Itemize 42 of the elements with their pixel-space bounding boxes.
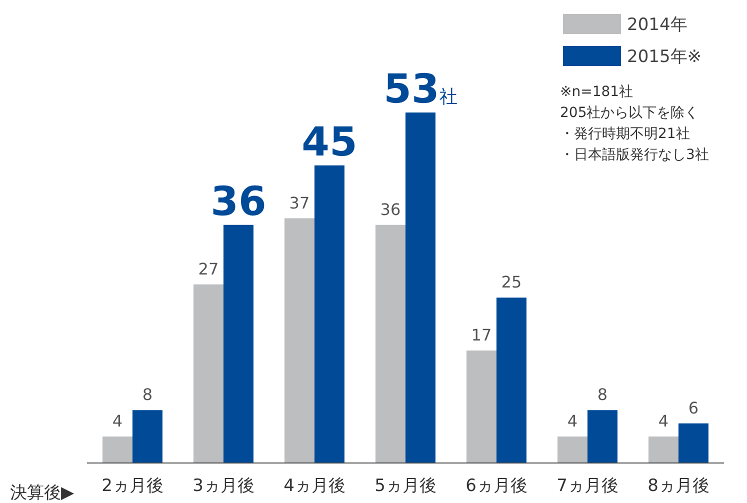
legend-label: 2015年※ — [627, 46, 702, 68]
bar — [557, 436, 588, 463]
x-axis-title: 決算後▶ — [10, 482, 74, 503]
annotation: ※n=181社 — [560, 83, 634, 102]
bar — [405, 112, 436, 463]
x-tick-label: 5ヵ月後 — [374, 476, 436, 496]
annotation: ・発行時期不明21社 — [560, 125, 691, 144]
data-label: 4 — [658, 412, 669, 431]
data-label: 8 — [142, 385, 153, 404]
x-tick-label: 4ヵ月後 — [284, 476, 346, 496]
x-tick-label: 7ヵ月後 — [556, 476, 618, 496]
bar — [102, 436, 132, 463]
data-label: 36 — [210, 178, 266, 225]
bar — [314, 165, 344, 463]
data-label: 4 — [567, 412, 578, 431]
data-label: 8 — [597, 385, 608, 404]
x-tick-label: 2ヵ月後 — [102, 476, 164, 496]
bar — [678, 423, 708, 463]
data-label: 36 — [380, 200, 401, 219]
bar — [132, 410, 162, 463]
data-label: 53社 — [384, 66, 458, 112]
bar — [648, 436, 678, 463]
data-label: 37 — [289, 193, 310, 212]
data-label: 17 — [471, 326, 492, 345]
bar — [223, 224, 254, 463]
bar — [284, 218, 314, 463]
annotation: ・日本語版発行なし3社 — [560, 146, 709, 165]
data-label: 45 — [302, 119, 358, 166]
data-label: 4 — [112, 412, 123, 431]
data-label: 27 — [198, 259, 219, 278]
data-label: 25 — [501, 272, 522, 292]
bar — [193, 284, 224, 463]
legend-label: 2014年 — [627, 14, 688, 36]
annotation: 205社から以下を除く — [560, 104, 700, 123]
bar — [466, 350, 496, 463]
x-tick-label: 8ヵ月後 — [648, 476, 710, 496]
bar — [375, 224, 406, 463]
bar — [587, 410, 618, 463]
x-tick-label: 3ヵ月後 — [192, 476, 254, 496]
bar — [496, 298, 526, 463]
x-tick-label: 6ヵ月後 — [466, 476, 528, 496]
data-label: 6 — [688, 398, 699, 418]
